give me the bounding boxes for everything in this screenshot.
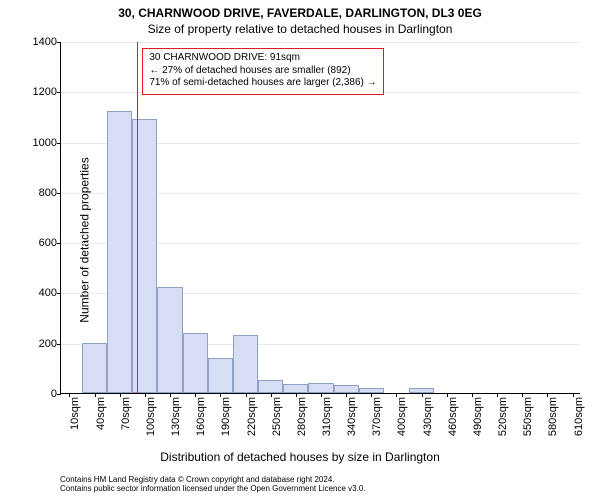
histogram-bar: [107, 111, 132, 393]
histogram-bar: [233, 335, 258, 393]
histogram-bar: [157, 287, 182, 393]
y-tick-label: 600: [39, 237, 57, 249]
x-tick-label: 70sqm: [120, 397, 132, 430]
histogram-bar: [258, 380, 283, 393]
y-tick-label: 1000: [33, 137, 57, 149]
x-tick-label: 610sqm: [573, 397, 585, 436]
y-tick-mark: [57, 92, 61, 93]
caption-line-2: Contains public sector information licen…: [60, 484, 366, 493]
y-tick-label: 800: [39, 187, 57, 199]
y-tick-mark: [57, 193, 61, 194]
histogram-bar: [183, 333, 208, 393]
x-tick-label: 40sqm: [95, 397, 107, 430]
annotation-line-3: 71% of semi-detached houses are larger (…: [149, 77, 376, 90]
histogram-bar: [308, 383, 333, 393]
x-tick-label: 370sqm: [371, 397, 383, 436]
y-tick-label: 200: [39, 338, 57, 350]
y-tick-label: 1200: [33, 86, 57, 98]
histogram-bar: [283, 384, 308, 393]
caption-line-1: Contains HM Land Registry data © Crown c…: [60, 475, 335, 484]
y-tick-mark: [57, 394, 61, 395]
chart-subtitle: Size of property relative to detached ho…: [0, 22, 600, 36]
chart-title: 30, CHARNWOOD DRIVE, FAVERDALE, DARLINGT…: [0, 6, 600, 20]
x-tick-label: 190sqm: [220, 397, 232, 436]
histogram-bar: [208, 358, 233, 393]
y-tick-label: 0: [51, 388, 57, 400]
y-tick-label: 400: [39, 287, 57, 299]
x-tick-label: 250sqm: [271, 397, 283, 436]
y-gridline: [61, 42, 580, 43]
histogram-bar: [334, 385, 359, 393]
y-tick-mark: [57, 143, 61, 144]
x-tick-label: 460sqm: [447, 397, 459, 436]
x-tick-label: 340sqm: [346, 397, 358, 436]
x-tick-label: 520sqm: [497, 397, 509, 436]
x-tick-label: 280sqm: [296, 397, 308, 436]
x-axis-label: Distribution of detached houses by size …: [0, 450, 600, 464]
histogram-bar: [82, 343, 107, 393]
x-tick-label: 130sqm: [170, 397, 182, 436]
annotation-line-1: 30 CHARNWOOD DRIVE: 91sqm: [149, 52, 376, 65]
x-tick-label: 550sqm: [522, 397, 534, 436]
y-tick-mark: [57, 293, 61, 294]
y-tick-mark: [57, 42, 61, 43]
y-tick-mark: [57, 243, 61, 244]
x-tick-label: 430sqm: [422, 397, 434, 436]
x-tick-label: 220sqm: [246, 397, 258, 436]
y-tick-label: 1400: [33, 36, 57, 48]
source-caption: Contains HM Land Registry data © Crown c…: [60, 475, 588, 494]
annotation-box: 30 CHARNWOOD DRIVE: 91sqm← 27% of detach…: [142, 48, 383, 95]
plot-area: 020040060080010001200140010sqm40sqm70sqm…: [60, 42, 580, 394]
x-tick-label: 100sqm: [145, 397, 157, 436]
x-tick-label: 400sqm: [396, 397, 408, 436]
y-tick-mark: [57, 344, 61, 345]
marker-line: [137, 42, 138, 393]
histogram-bar: [132, 119, 157, 393]
x-tick-label: 160sqm: [195, 397, 207, 436]
annotation-line-2: ← 27% of detached houses are smaller (89…: [149, 65, 376, 78]
x-tick-label: 10sqm: [69, 397, 81, 430]
x-tick-label: 580sqm: [547, 397, 559, 436]
x-tick-label: 310sqm: [321, 397, 333, 436]
x-tick-label: 490sqm: [472, 397, 484, 436]
